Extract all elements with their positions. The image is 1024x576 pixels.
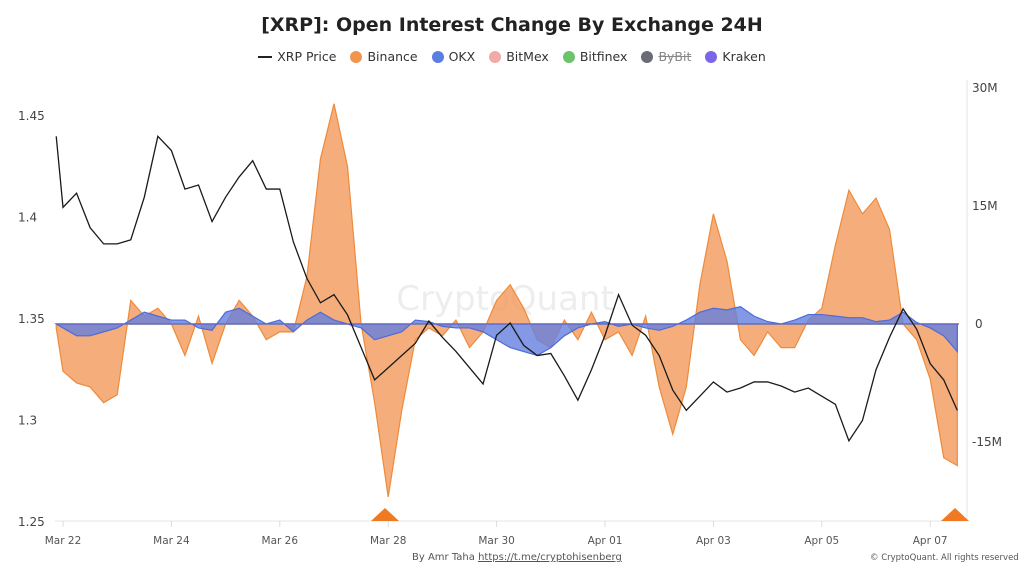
right-tick-label: 0: [975, 317, 983, 331]
x-tick-label: Mar 26: [262, 535, 299, 547]
dot-icon: [489, 50, 502, 63]
left-tick-label: 1.35: [18, 312, 45, 326]
legend-item-binance[interactable]: Binance: [350, 49, 418, 64]
line-icon: [258, 55, 273, 58]
legend-label: BitMex: [506, 49, 549, 64]
author-text: By Amr Taha: [412, 552, 475, 563]
marker-triangle-icon: [941, 508, 969, 521]
legend-item-bitfinex[interactable]: Bitfinex: [562, 49, 628, 64]
author-link[interactable]: https://t.me/cryptohisenberg: [478, 552, 622, 563]
legend-item-kraken[interactable]: Kraken: [705, 49, 766, 64]
right-tick-label: 30M: [972, 81, 998, 95]
legend-label: Bitfinex: [579, 49, 628, 64]
left-tick-label: 1.25: [18, 515, 45, 529]
marker-triangle-icon: [371, 508, 399, 521]
xrp-price-line: [55, 134, 958, 443]
dot-icon: [431, 50, 444, 63]
legend-label: Kraken: [722, 49, 766, 64]
copyright: © CryptoQuant. All rights reserved: [870, 553, 1019, 563]
legend-label: OKX: [448, 49, 476, 64]
binance-area: [55, 103, 958, 498]
dot-icon: [562, 50, 575, 63]
legend-item-bybit[interactable]: ByBit: [641, 49, 691, 64]
footer-credit: By Amr Taha https://t.me/cryptohisenberg: [412, 552, 622, 563]
left-tick-label: 1.45: [18, 109, 45, 123]
legend-item-bitmex[interactable]: BitMex: [489, 49, 549, 64]
dot-icon: [641, 50, 654, 63]
x-tick-label: Apr 07: [913, 535, 948, 547]
legend-item-xrp-price[interactable]: XRP Price: [258, 49, 336, 64]
right-tick-label: -15M: [972, 435, 1002, 449]
x-tick-label: Mar 28: [370, 535, 407, 547]
dot-icon: [350, 50, 363, 63]
right-tick-label: 15M: [972, 199, 998, 213]
left-tick-label: 1.4: [18, 211, 37, 225]
x-tick-label: Mar 30: [478, 535, 515, 547]
x-tick-label: Mar 22: [45, 535, 82, 547]
okx-area: [53, 306, 958, 357]
legend-label: Binance: [367, 49, 418, 64]
x-tick-label: Apr 05: [804, 535, 839, 547]
legend-label: XRP Price: [277, 49, 337, 64]
dot-icon: [705, 50, 718, 63]
chart-title: [XRP]: Open Interest Change By Exchange …: [261, 14, 763, 36]
x-tick-label: Apr 01: [588, 535, 623, 547]
x-tick-label: Mar 24: [153, 535, 190, 547]
x-tick-label: Apr 03: [696, 535, 731, 547]
left-tick-label: 1.3: [18, 414, 37, 428]
legend-item-okx[interactable]: OKX: [431, 49, 476, 64]
legend: XRP Price Binance OKX BitMex Bitfinex By…: [0, 49, 1024, 64]
legend-label: ByBit: [658, 49, 692, 64]
